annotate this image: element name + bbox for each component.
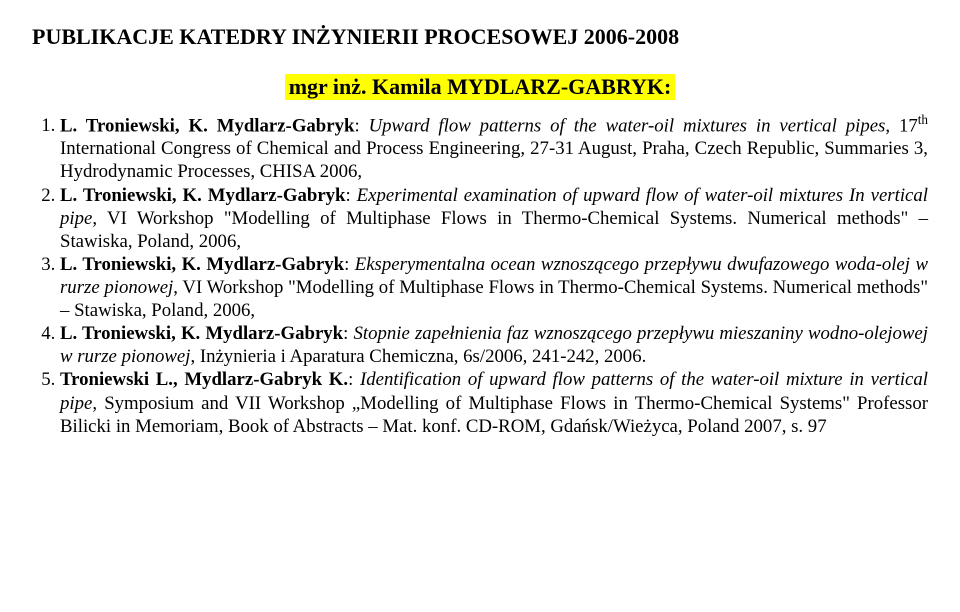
subtitle-highlight: mgr inż. Kamila MYDLARZ-GABRYK: [285,74,676,100]
reference-item: L. Troniewski, K. Mydlarz-Gabryk: Eksper… [60,253,928,322]
ref-sep: : [344,254,355,275]
ref-venue-pre: , 17 [885,115,917,136]
ref-venue-sup: th [918,112,928,127]
reference-item: L. Troniewski, K. Mydlarz-Gabryk: Stopni… [60,322,928,368]
page-title: PUBLIKACJE KATEDRY INŻYNIERII PROCESOWEJ… [32,24,928,50]
reference-list: L. Troniewski, K. Mydlarz-Gabryk: Upward… [32,112,928,438]
reference-item: L. Troniewski, K. Mydlarz-Gabryk: Experi… [60,184,928,253]
ref-venue-post: , VI Workshop "Modelling of Multiphase F… [60,208,928,252]
ref-authors: L. Troniewski, K. Mydlarz-Gabryk [60,115,354,136]
ref-venue-post: , Symposium and VII Workshop „Modelling … [60,393,928,437]
ref-authors: Troniewski L., Mydlarz-Gabryk K. [60,369,348,390]
ref-authors: L. Troniewski, K. Mydlarz-Gabryk [60,185,346,206]
ref-sep: : [343,323,353,344]
ref-sep: : [348,369,360,390]
ref-authors: L. Troniewski, K. Mydlarz-Gabryk [60,254,344,275]
ref-sep: : [354,115,368,136]
reference-item: L. Troniewski, K. Mydlarz-Gabryk: Upward… [60,112,928,184]
ref-sep: : [346,185,357,206]
ref-venue-post: , VI Workshop "Modelling of Multiphase F… [60,277,928,321]
ref-authors: L. Troniewski, K. Mydlarz-Gabryk [60,323,343,344]
ref-venue-post: International Congress of Chemical and P… [60,138,928,182]
ref-venue-post: , Inżynieria i Aparatura Chemiczna, 6s/2… [190,346,646,367]
ref-title: Upward flow patterns of the water-oil mi… [369,115,886,136]
reference-item: Troniewski L., Mydlarz-Gabryk K.: Identi… [60,368,928,437]
subtitle-wrap: mgr inż. Kamila MYDLARZ-GABRYK: [32,74,928,100]
